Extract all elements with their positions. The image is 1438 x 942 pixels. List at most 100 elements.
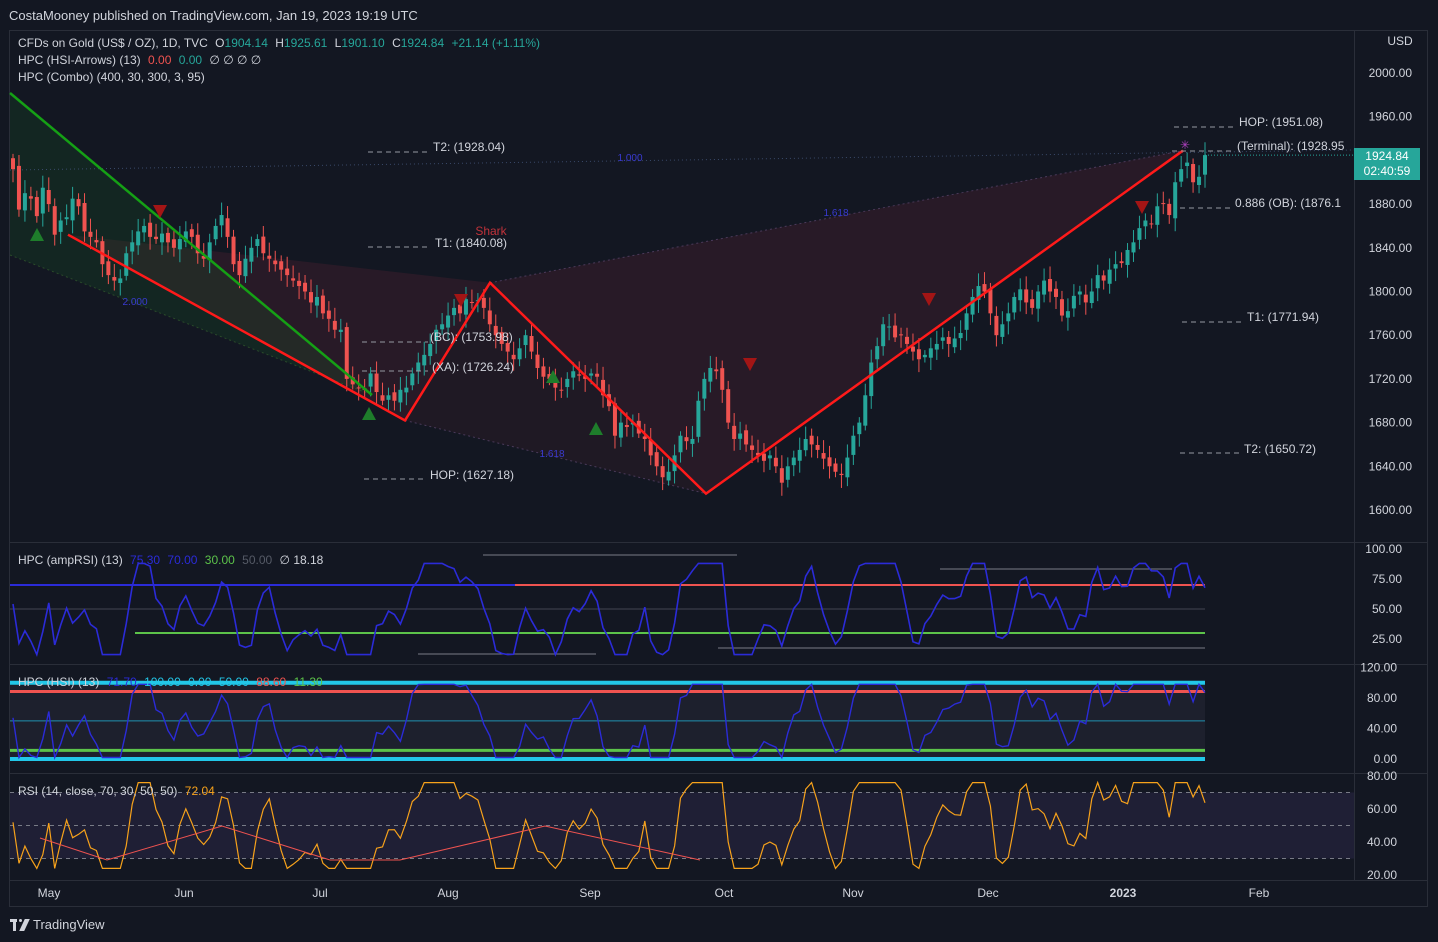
rsi-value: 72.04: [184, 784, 215, 798]
candle-body: [452, 307, 457, 316]
candle-body: [678, 435, 683, 453]
candle-body: [720, 368, 725, 390]
candle-body: [1119, 261, 1124, 264]
candle-body: [601, 379, 606, 396]
amprsi-value-4: 50.00: [242, 553, 273, 567]
candle-body: [285, 268, 290, 276]
level-label: T1: (1840.08): [435, 236, 507, 250]
candle-body: [1059, 299, 1064, 316]
hsi-axis-tick: 120.00: [1360, 661, 1397, 675]
candle-body: [446, 315, 451, 328]
level-label: (BC): (1753.98): [430, 330, 513, 344]
candle-body: [1018, 289, 1023, 301]
level-label: T2: (1650.72): [1244, 442, 1316, 456]
fib-ratio-label: 1.618: [539, 449, 564, 460]
price-axis-tick: 1640.00: [1369, 459, 1413, 473]
candle-body: [22, 193, 27, 211]
candle-body: [499, 332, 504, 344]
candle-body: [1054, 288, 1058, 297]
candle-body: [809, 435, 814, 445]
candle-body: [827, 457, 832, 467]
hsi-value-1: 71.70: [106, 675, 137, 689]
sell-arrow-icon: [454, 294, 468, 307]
time-axis-label: Jun: [174, 886, 193, 900]
candle-body: [40, 187, 45, 214]
candle-body: [291, 278, 296, 281]
candle-body: [910, 346, 915, 352]
candle-body: [481, 297, 486, 308]
candle-body: [213, 225, 218, 240]
open-value: 1904.14: [224, 36, 268, 50]
candle-body: [225, 218, 230, 237]
hsi-value-6: 11.30: [293, 675, 323, 689]
candle-body: [11, 158, 15, 170]
candle-body: [922, 354, 927, 358]
bar-countdown: 02:40:59: [1363, 164, 1411, 178]
candle-body: [1065, 311, 1070, 318]
rsi-line: [12, 780, 1206, 870]
rsi-title: RSI (14, close, 70, 30, 50, 50): [18, 784, 178, 798]
candle-body: [297, 280, 302, 287]
candle-body: [928, 348, 933, 358]
candle-body: [1113, 264, 1118, 269]
candle-body: [869, 362, 874, 397]
candle-body: [434, 329, 439, 341]
candle-body: [70, 198, 75, 221]
last-price-label: 1924.84 02:40:59: [1354, 148, 1420, 180]
candle-body: [58, 220, 63, 232]
level-label: 0.886 (OB): (1876.1: [1235, 196, 1341, 210]
candle-body: [1006, 313, 1011, 322]
amprsi-axis-tick: 75.00: [1372, 572, 1402, 586]
candle-body: [1131, 242, 1136, 253]
candle-body: [1179, 169, 1184, 182]
level-label: (Terminal): (1928.95: [1237, 139, 1345, 153]
candle-body: [112, 277, 117, 281]
candle-body: [559, 389, 564, 391]
candle-body: [654, 452, 659, 467]
tradingview-brand[interactable]: TradingView: [10, 917, 105, 932]
chart-frame[interactable]: [9, 30, 1428, 907]
candle-body: [893, 325, 898, 338]
high-label: H: [275, 36, 284, 50]
candle-body: [964, 313, 969, 330]
candle-body: [314, 296, 319, 306]
shark-pattern-label: Shark: [475, 224, 507, 238]
candle-body: [684, 437, 689, 442]
candle-body: [392, 392, 397, 401]
candle-body: [1137, 228, 1142, 240]
price-axis-tick: 1680.00: [1369, 416, 1413, 430]
candle-body: [815, 444, 820, 450]
fib-guide: [404, 419, 707, 495]
candle-body: [160, 233, 164, 243]
shark-xab-shade: [68, 234, 490, 421]
candle-body: [1012, 296, 1017, 313]
candle-body: [1042, 280, 1047, 295]
amprsi-axis-tick: 50.00: [1372, 602, 1402, 616]
candle-body: [750, 445, 755, 450]
candle-body: [201, 256, 206, 259]
candle-body: [189, 229, 194, 237]
candle-body: [702, 378, 707, 399]
level-label: T1: (1771.94): [1247, 310, 1319, 324]
change-value: +21.14 (+1.11%): [451, 36, 540, 50]
close-value: 1924.84: [400, 36, 445, 50]
hsi-value-3: 0.00: [188, 675, 212, 689]
rsi-axis-tick: 60.00: [1367, 802, 1397, 816]
candle-body: [571, 371, 576, 378]
price-axis-tick: 1600.00: [1369, 503, 1413, 517]
level-label: HOP: (1951.08): [1239, 115, 1323, 129]
candle-body: [440, 324, 445, 330]
amprsi-value-1: 75.30: [130, 553, 161, 567]
candle-body: [899, 334, 904, 336]
candle-body: [1101, 275, 1106, 281]
candle-body: [142, 225, 147, 233]
terminal-star-icon: ✳: [1180, 138, 1190, 152]
combo-title: HPC (Combo) (400, 30, 300, 3, 95): [18, 70, 205, 84]
candle-body: [1077, 291, 1082, 295]
shark-bcd-shade: [490, 150, 1183, 494]
candle-body: [791, 457, 796, 466]
price-axis-tick: 1760.00: [1369, 328, 1413, 342]
candle-body: [154, 236, 159, 240]
candle-body: [386, 395, 391, 400]
